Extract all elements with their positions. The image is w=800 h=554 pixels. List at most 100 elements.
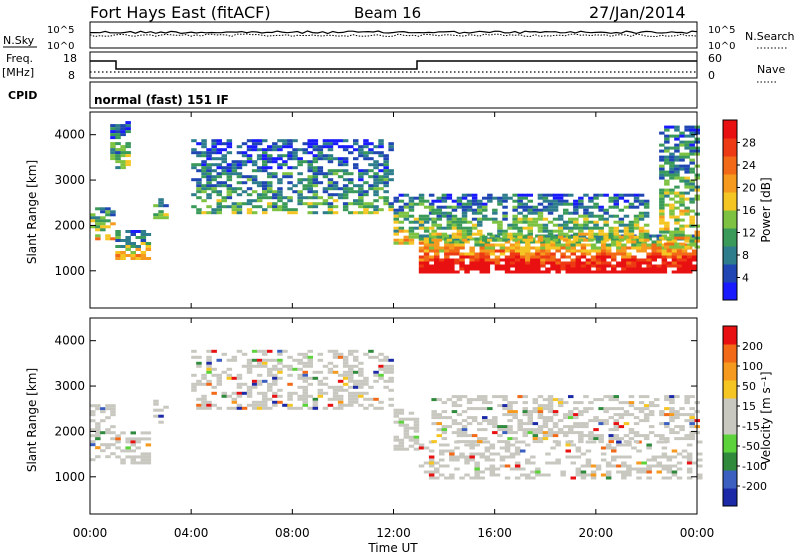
scatter-cell bbox=[648, 431, 655, 435]
scatter-cell bbox=[363, 208, 369, 212]
scatter-cell bbox=[158, 204, 164, 208]
scatter-cell bbox=[509, 270, 516, 274]
scatter-cell bbox=[555, 461, 561, 465]
scatter-cell bbox=[439, 473, 445, 477]
scatter-cell bbox=[474, 476, 480, 480]
scatter-cell bbox=[547, 202, 554, 206]
scatter-cell bbox=[499, 464, 506, 468]
scatter-cell bbox=[358, 394, 364, 398]
scatter-cell bbox=[246, 364, 253, 368]
scatter-cell bbox=[373, 373, 379, 377]
scatter-cell bbox=[256, 358, 263, 362]
scatter-cell bbox=[403, 211, 410, 215]
scatter-cell bbox=[461, 428, 468, 432]
scatter-cell bbox=[497, 199, 503, 203]
scatter-cell bbox=[120, 257, 126, 260]
scatter-cell bbox=[206, 196, 212, 200]
scatter-cell bbox=[272, 364, 278, 368]
scatter-cell bbox=[368, 385, 374, 389]
scatter-cell bbox=[353, 397, 359, 401]
scatter-cell bbox=[532, 434, 539, 438]
scatter-cell bbox=[363, 169, 369, 173]
scatter-cell bbox=[656, 455, 662, 459]
scatter-cell bbox=[570, 240, 576, 244]
scatter-cell bbox=[418, 196, 425, 200]
scatter-cell bbox=[246, 178, 253, 182]
scatter-cell bbox=[532, 422, 539, 426]
scatter-cell bbox=[246, 145, 253, 149]
scatter-cell bbox=[666, 240, 673, 244]
scatter-cell bbox=[616, 246, 622, 250]
scatter-cell bbox=[302, 394, 308, 398]
scatter-cell bbox=[664, 155, 670, 159]
scatter-cell bbox=[580, 470, 587, 474]
scatter-cell bbox=[502, 238, 508, 242]
scatter-cell bbox=[100, 419, 106, 423]
colorbar-tick-label: 28 bbox=[742, 137, 756, 150]
scatter-cell bbox=[520, 440, 526, 444]
scatter-cell bbox=[262, 361, 268, 365]
scatter-cell bbox=[358, 202, 364, 206]
scatter-cell bbox=[552, 238, 559, 242]
scatter-cell bbox=[277, 190, 283, 194]
scatter-cell bbox=[466, 440, 473, 444]
scatter-cell bbox=[302, 373, 308, 377]
scatter-cell bbox=[575, 473, 582, 477]
scatter-cell bbox=[262, 394, 268, 398]
scatter-cell bbox=[578, 422, 584, 426]
scatter-cell bbox=[241, 364, 248, 368]
scatter-cell bbox=[408, 411, 415, 415]
scatter-cell bbox=[307, 205, 313, 209]
scatter-cell bbox=[125, 160, 131, 164]
scatter-cell bbox=[580, 267, 587, 271]
scatter-cell bbox=[600, 452, 607, 456]
scatter-cell bbox=[105, 237, 111, 241]
scatter-cell bbox=[479, 243, 485, 247]
scatter-cell bbox=[555, 243, 561, 247]
scatter-cell bbox=[557, 226, 564, 230]
scatter-cell bbox=[272, 193, 278, 197]
scatter-cell bbox=[196, 169, 202, 173]
scatter-cell bbox=[578, 413, 584, 417]
scatter-cell bbox=[221, 391, 227, 395]
scatter-cell bbox=[206, 400, 212, 404]
scatter-cell bbox=[631, 240, 637, 244]
scatter-cell bbox=[697, 458, 703, 462]
scatter-cell bbox=[517, 199, 523, 203]
y-tick-label: 4000 bbox=[54, 128, 85, 142]
scatter-cell bbox=[565, 267, 571, 271]
scatter-cell bbox=[600, 267, 607, 271]
scatter-cell bbox=[201, 154, 207, 158]
scatter-cell bbox=[651, 240, 657, 244]
scatter-cell bbox=[120, 154, 126, 158]
scatter-cell bbox=[689, 152, 695, 156]
scatter-cell bbox=[378, 187, 384, 191]
scatter-cell bbox=[423, 214, 430, 218]
scatter-cell bbox=[267, 166, 273, 170]
scatter-cell bbox=[466, 208, 473, 212]
scatter-cell bbox=[565, 455, 571, 459]
scatter-cell bbox=[246, 361, 253, 365]
scatter-cell bbox=[358, 151, 364, 155]
scatter-cell bbox=[542, 407, 549, 411]
scatter-cell bbox=[487, 419, 493, 423]
scatter-cell bbox=[125, 230, 131, 233]
scatter-cell bbox=[191, 205, 197, 209]
scatter-cell bbox=[436, 208, 442, 212]
scatter-cell bbox=[408, 226, 415, 230]
scatter-cell bbox=[621, 261, 627, 265]
scatter-cell bbox=[585, 267, 592, 271]
scatter-cell bbox=[469, 476, 475, 480]
scatter-cell bbox=[661, 446, 668, 450]
scatter-cell bbox=[216, 406, 222, 410]
scatter-cell bbox=[342, 355, 349, 359]
scatter-cell bbox=[196, 178, 202, 182]
scatter-cell bbox=[557, 401, 564, 405]
scatter-cell bbox=[530, 267, 536, 271]
scatter-cell bbox=[191, 385, 197, 389]
scatter-cell bbox=[363, 379, 369, 383]
scatter-cell bbox=[466, 205, 473, 209]
scatter-cell bbox=[517, 232, 523, 236]
colorbar-swatch bbox=[723, 488, 737, 507]
